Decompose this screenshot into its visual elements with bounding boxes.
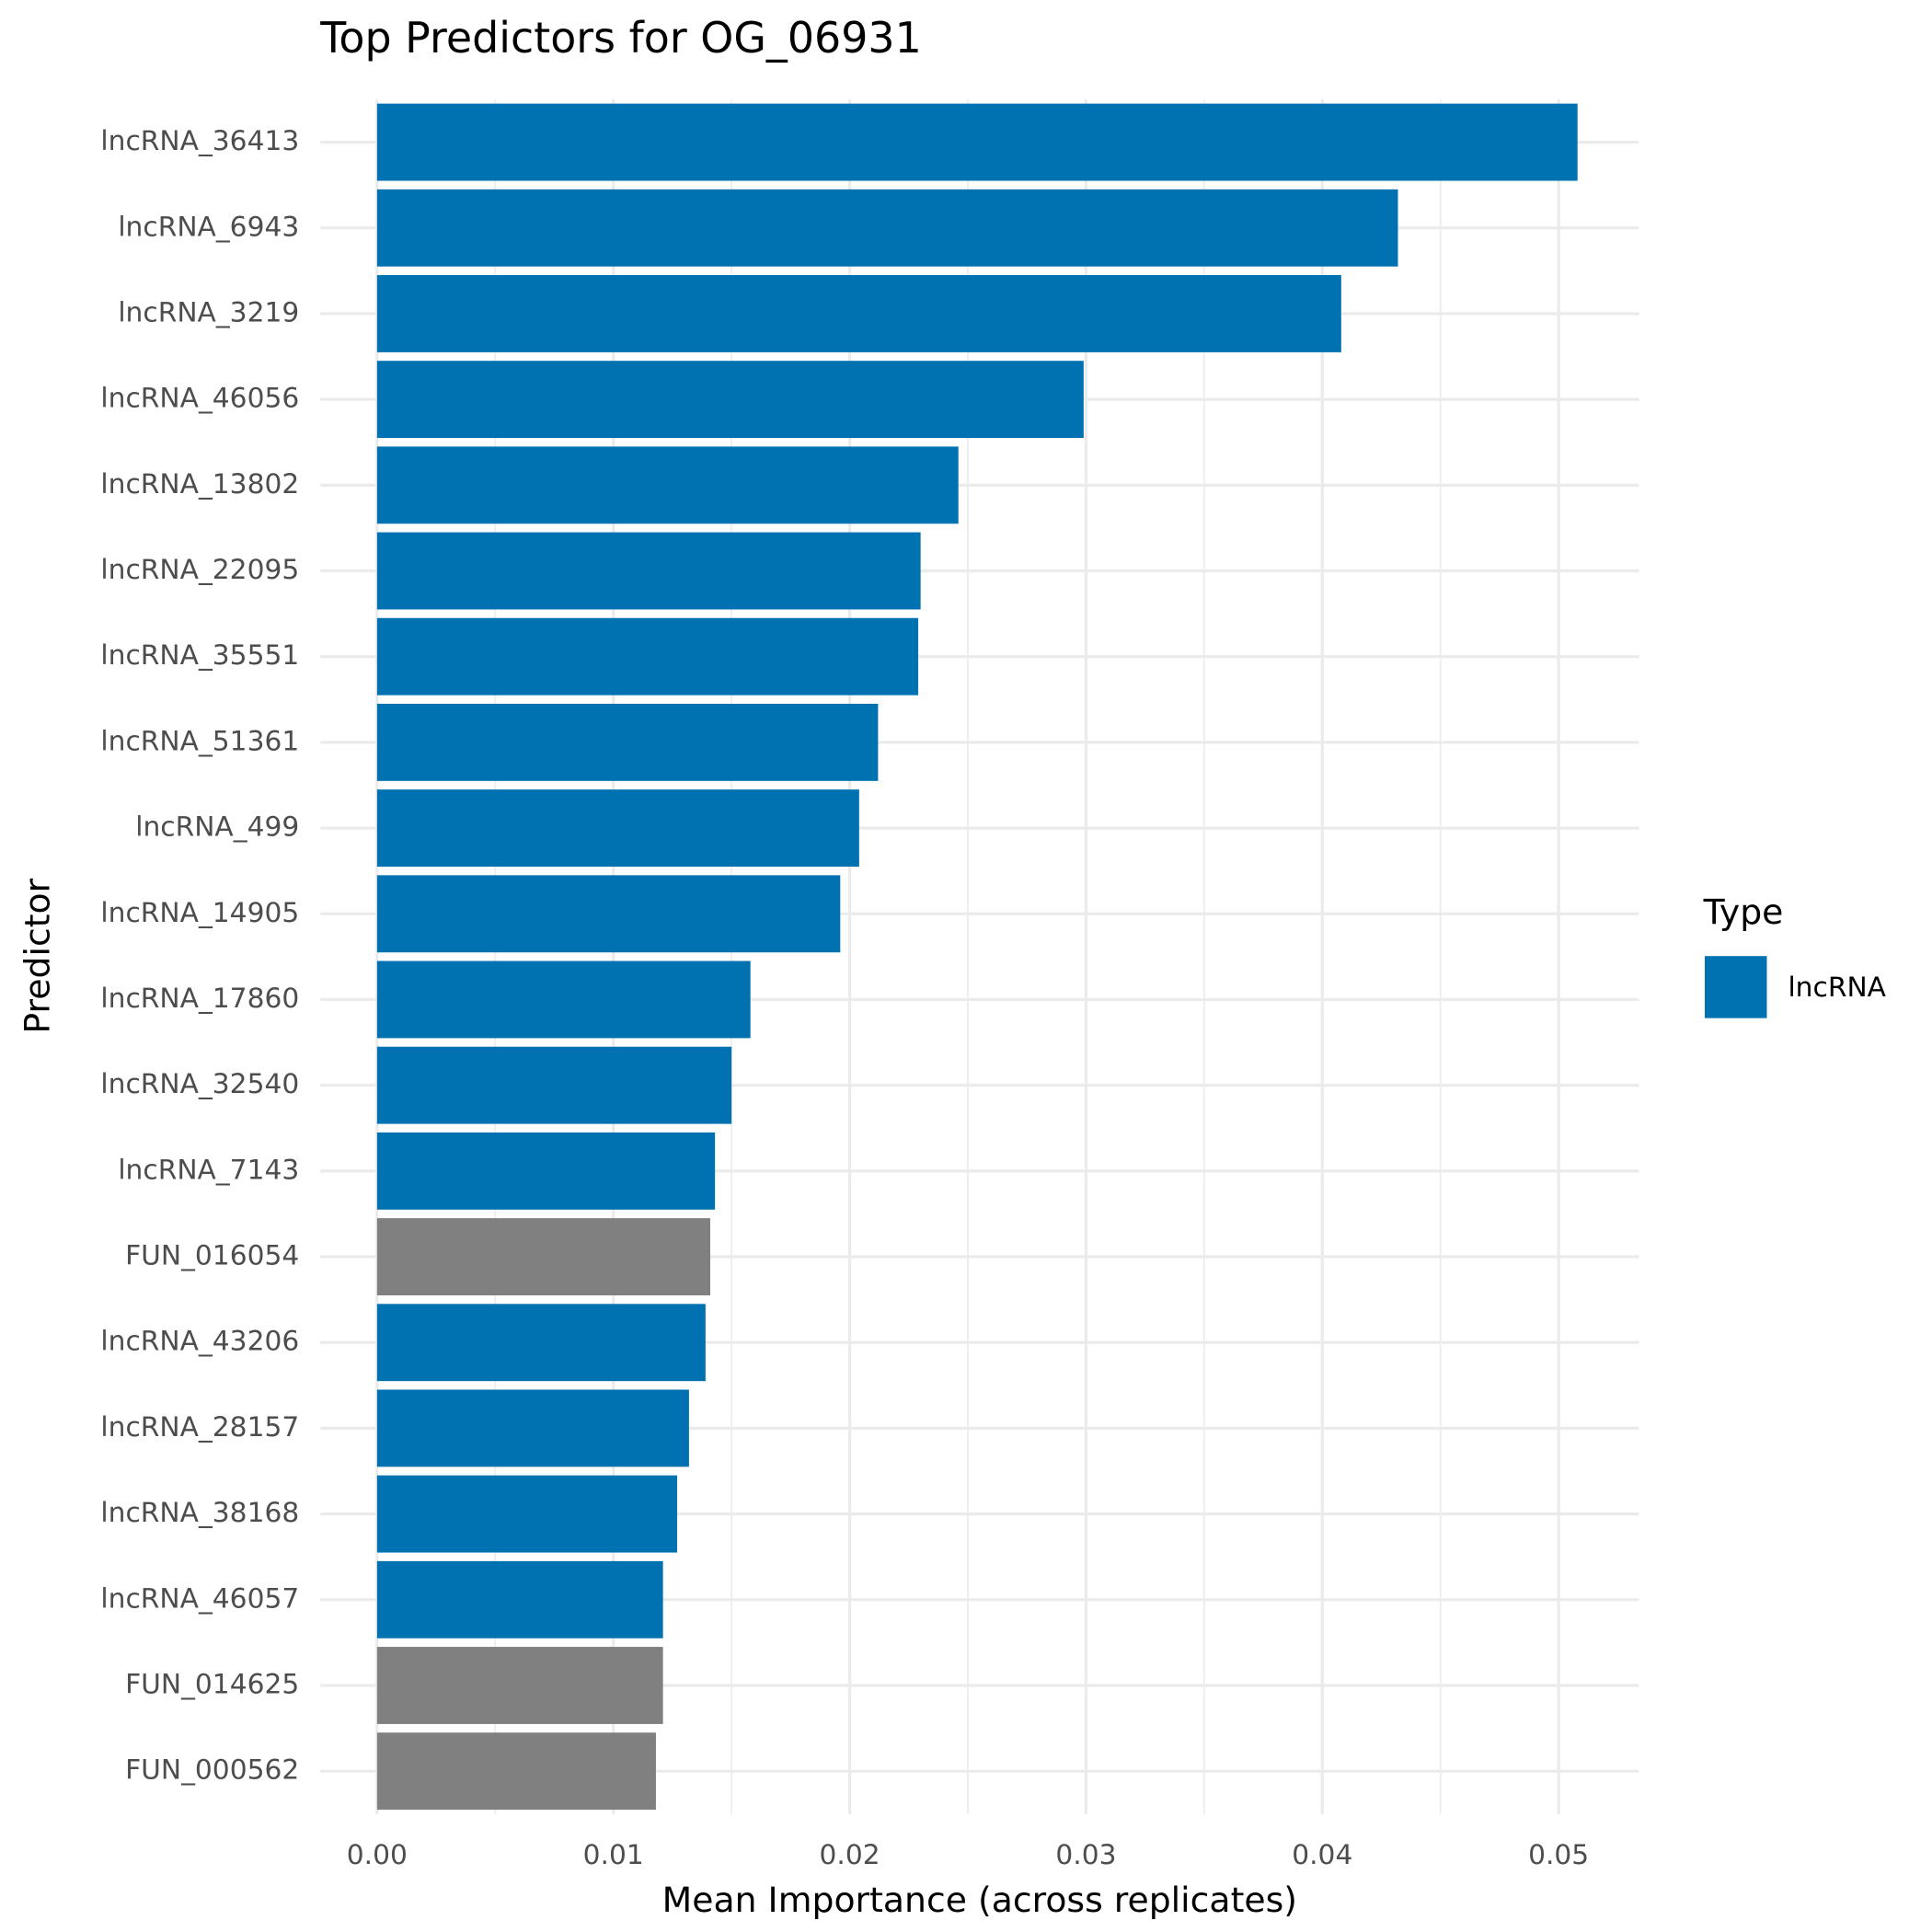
bar: [376, 617, 919, 696]
bar: [376, 532, 921, 610]
legend-swatch: [1705, 956, 1767, 1018]
x-axis-title: Mean Importance (across replicates): [662, 1880, 1297, 1920]
y-tick-label: lncRNA_32540: [100, 1068, 299, 1100]
y-tick-label: lncRNA_43206: [100, 1326, 299, 1358]
y-tick-label: lncRNA_7143: [118, 1154, 299, 1186]
x-tick-label: 0.04: [1292, 1839, 1352, 1871]
y-tick-label: lncRNA_46056: [100, 383, 299, 415]
y-tick-label: lncRNA_13802: [100, 468, 299, 500]
y-tick-label: lncRNA_17860: [100, 983, 299, 1015]
plot-area: 0.00 0.01 0.02 0.03 0.04 0.05 lncRNA_36413 lncR…: [100, 98, 1639, 1871]
bar: [376, 1218, 711, 1295]
bar: [376, 361, 1084, 439]
y-tick-label: FUN_016054: [125, 1240, 299, 1272]
x-tick-label: 0.01: [583, 1839, 644, 1871]
y-tick-label: lncRNA_3219: [118, 296, 299, 328]
bar: [376, 1647, 663, 1724]
legend-label: lncRNA: [1788, 972, 1886, 1004]
y-tick-label: lncRNA_46057: [100, 1582, 299, 1615]
y-tick-label: lncRNA_28157: [100, 1411, 299, 1443]
x-tick-label: 0.02: [820, 1839, 880, 1871]
y-tick-label: lncRNA_51361: [100, 725, 299, 757]
bar: [376, 1732, 656, 1811]
bar: [376, 1389, 689, 1467]
y-tick-label: lncRNA_38168: [100, 1497, 299, 1529]
y-tick-label: lncRNA_499: [135, 811, 299, 844]
y-tick-label: lncRNA_35551: [100, 639, 299, 672]
bar: [376, 875, 841, 953]
bar: [376, 275, 1341, 352]
y-axis-title: Predictor: [17, 878, 58, 1033]
y-tick-label: lncRNA_14905: [100, 897, 299, 929]
legend: Type lncRNA: [1703, 891, 1887, 1018]
bar: [376, 703, 879, 781]
y-tick-label: FUN_014625: [125, 1669, 299, 1701]
bar: [376, 446, 959, 524]
legend-title: Type: [1703, 891, 1784, 932]
bar: [376, 1560, 663, 1639]
y-tick-label: lncRNA_22095: [100, 554, 299, 586]
bar: [376, 960, 751, 1039]
bar: [376, 1132, 716, 1210]
bar: [376, 103, 1578, 181]
y-tick-label: lncRNA_6943: [118, 211, 299, 243]
bar: [376, 189, 1398, 267]
x-tick-label: 0.03: [1055, 1839, 1116, 1871]
bar: [376, 1304, 706, 1382]
bar: [376, 1046, 732, 1124]
x-tick-label: 0.00: [347, 1839, 408, 1871]
chart-title: Top Predictors for OG_06931: [319, 13, 922, 63]
y-tick-label: FUN_000562: [125, 1754, 299, 1787]
bar: [376, 789, 859, 868]
y-tick-label: lncRNA_36413: [100, 125, 299, 157]
bar: [376, 1475, 678, 1553]
x-tick-label: 0.05: [1528, 1839, 1589, 1871]
